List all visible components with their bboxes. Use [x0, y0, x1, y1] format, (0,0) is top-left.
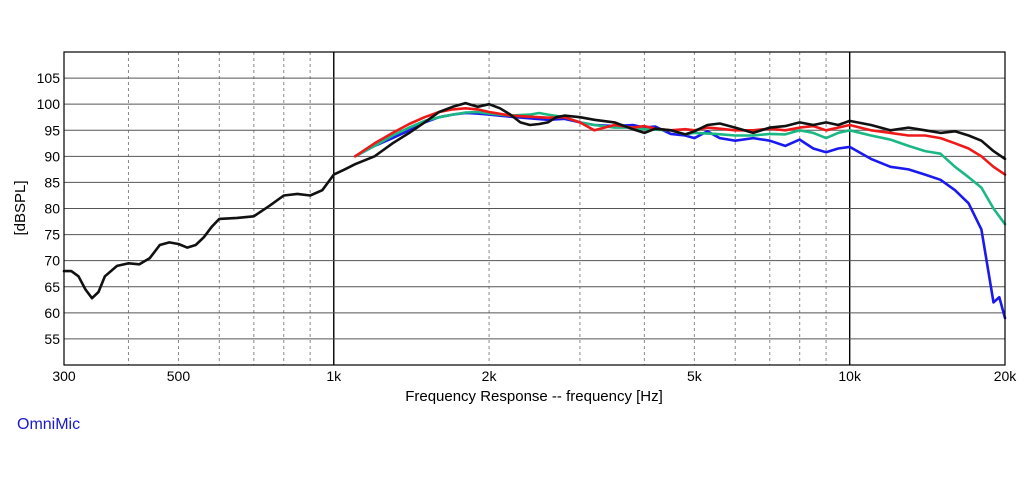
- y-tick-label: 65: [44, 279, 60, 295]
- x-tick-label: 1k: [326, 368, 342, 384]
- series-line-4: [62, 101, 1007, 300]
- y-tick-label: 70: [44, 253, 60, 269]
- x-tick-label: 10k: [838, 368, 862, 384]
- x-tick-label: 20k: [994, 368, 1018, 384]
- x-tick-label: 2k: [482, 368, 498, 384]
- grid: [64, 52, 1005, 365]
- y-tick-label: 90: [44, 148, 60, 164]
- y-tick-label: 55: [44, 331, 60, 347]
- x-tick-label: 300: [52, 368, 76, 384]
- x-axis-title: Frequency Response -- frequency [Hz]: [405, 388, 663, 405]
- x-tick-label: 500: [167, 368, 191, 384]
- y-tick-label: 60: [44, 305, 60, 321]
- y-tick-label: 105: [37, 70, 61, 86]
- plot-frame: [63, 51, 1006, 366]
- y-axis-title: [dBSPL]: [12, 180, 29, 235]
- series-line-3: [353, 107, 1007, 176]
- y-tick-label: 85: [44, 174, 60, 190]
- y-tick-label: 75: [44, 227, 60, 243]
- y-tick-label: 100: [37, 96, 61, 112]
- y-tick-label: 80: [44, 201, 60, 217]
- x-tick-label: 5k: [687, 368, 703, 384]
- tick-labels: 55 60 65 70 75 80 85 90 95 100 105 300 500 1k 2k 5k 10k 2…: [37, 70, 1018, 384]
- brand-label: OmniMic: [17, 416, 81, 433]
- series-line-1: [353, 111, 1007, 320]
- y-tick-label: 95: [44, 122, 60, 138]
- series-lines: [62, 101, 1007, 320]
